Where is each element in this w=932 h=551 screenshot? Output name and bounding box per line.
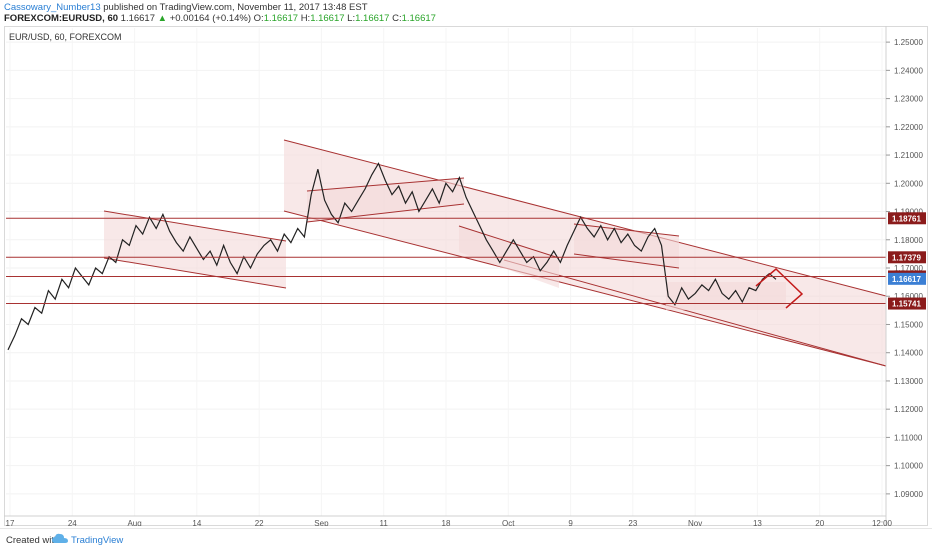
published-text: published on TradingView.com, November 1… [100,2,368,13]
y-tick-label: 1.21000 [894,151,923,160]
y-tick-label: 1.16000 [894,292,923,301]
x-tick-label: 23 [628,519,637,526]
open-value: 1.16617 [263,13,299,24]
y-tick-label: 1.15000 [894,320,923,329]
aug-channel-fill [104,211,286,288]
sep-channel-top [306,177,465,192]
x-tick-label: 12:00 [872,519,893,526]
main-channel-bottom [283,210,887,367]
x-tick-label: Nov [688,519,702,526]
y-tick-label: 1.09000 [894,490,923,499]
close-label: C: [392,13,402,24]
y-tick-label: 1.11000 [894,433,923,442]
chart-header: Cassowary_Number13 published on TradingV… [0,0,932,26]
symbol-line: FOREXCOM:EURUSD, 60 1.16617 ▲ +0.00164 (… [4,13,436,24]
price-label-text: 1.16617 [892,275,921,284]
x-tick-label: Aug [127,519,141,526]
oct-channel-top [458,225,560,259]
chart-symbol-label: EUR/USD, 60, FOREXCOM [9,32,122,42]
author-link[interactable]: Cassowary_Number13 [4,2,101,13]
y-tick-label: 1.10000 [894,462,923,471]
price-label-text: 1.18761 [892,214,921,223]
y-tick-label: 1.25000 [894,38,923,47]
low-label: L: [347,13,356,24]
x-tick-label: 14 [192,519,201,526]
footer: Created with TradingView [0,528,932,551]
price-label-box [888,272,926,285]
high-label: H: [300,13,311,24]
main-channel-mid [503,259,887,367]
y-tick-label: 1.22000 [894,123,923,132]
price-label-box [888,212,926,225]
tradingview-cloud-icon [52,533,68,543]
price-series-line [7,162,777,351]
x-tick-label: 11 [380,519,389,526]
price-label-text: 1.15741 [892,300,921,309]
octlate-channel-bottom [573,253,680,269]
y-tick-label: 1.13000 [894,377,923,386]
price-label-box [888,297,926,310]
close-value: 1.16617 [401,13,436,24]
created-with-text: Created with [6,535,60,546]
aug-channel-top [103,210,287,242]
y-tick-label: 1.17000 [894,264,923,273]
price-label-box [888,251,926,264]
sep-channel-fill [307,178,464,222]
projection-arrow [755,267,804,309]
y-tick-label: 1.19000 [894,208,923,217]
x-tick-label: 18 [442,519,451,526]
octlate-channel-top [573,223,680,237]
x-tick-label: Oct [502,519,515,526]
y-tick-label: 1.20000 [894,179,923,188]
price-change: +0.00164 (+0.14%) [169,13,252,24]
tradingview-link[interactable]: TradingView [71,535,124,546]
x-tick-label: 24 [68,519,77,526]
y-tick-label: 1.23000 [894,95,923,104]
sep-channel-bottom [306,203,465,223]
x-tick-label: 17 [6,519,15,526]
up-arrow-icon: ▲ [157,13,168,24]
y-tick-label: 1.12000 [894,405,923,414]
y-tick-label: 1.24000 [894,66,923,75]
y-tick-label: 1.14000 [894,349,923,358]
open-label: O: [253,13,264,24]
price-label-text: 1.17379 [892,253,921,262]
x-tick-label: Sep [314,519,329,526]
x-tick-label: 9 [568,519,573,526]
symbol-name: FOREXCOM:EURUSD, 60 [4,13,119,24]
last-price: 1.16617 [120,13,155,24]
x-tick-label: 13 [753,519,762,526]
y-tick-label: 1.18000 [894,236,923,245]
publish-line: Cassowary_Number13 published on TradingV… [4,2,368,13]
aug-channel-bottom [103,257,287,289]
high-value: 1.16617 [310,13,345,24]
low-value: 1.16617 [355,13,390,24]
price-chart[interactable]: 1.09000 1.10000 1.11000 1.12000 1.13000 1.140… [4,26,928,526]
x-tick-label: 22 [255,519,264,526]
x-tick-label: 20 [815,519,824,526]
